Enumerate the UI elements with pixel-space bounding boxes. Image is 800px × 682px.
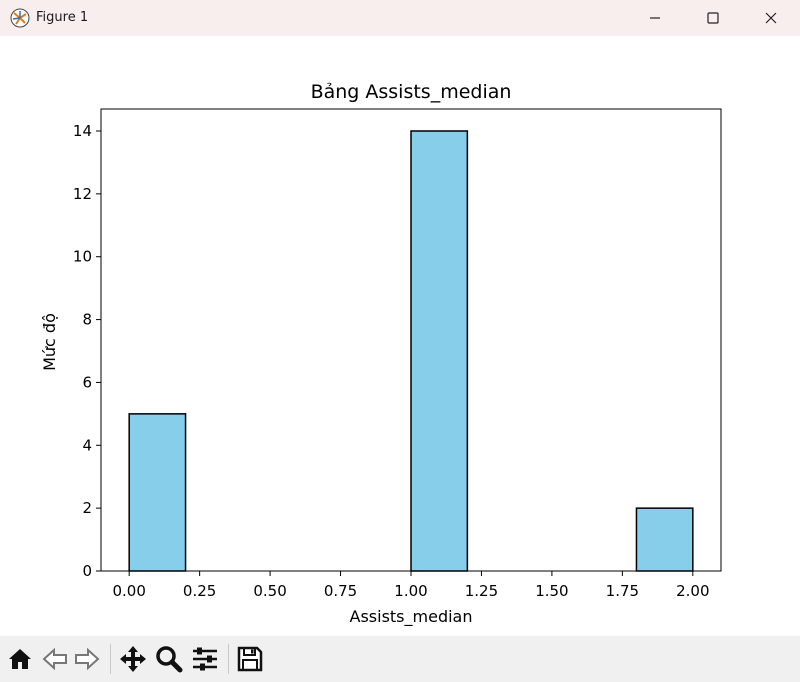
x-tick-label: 1.75 — [606, 582, 639, 600]
forward-button[interactable] — [72, 644, 102, 674]
x-tick-label: 0.00 — [112, 582, 145, 600]
app-icon — [10, 8, 30, 28]
y-tick-label: 2 — [82, 499, 92, 517]
y-axis-label: Mức độ — [40, 313, 59, 371]
minimize-icon — [650, 17, 660, 19]
histogram-bar — [410, 130, 469, 572]
histogram-bar — [128, 413, 187, 572]
y-tick-label: 12 — [73, 185, 92, 203]
save-icon — [237, 646, 263, 672]
navigation-toolbar — [0, 636, 800, 682]
save-button[interactable] — [235, 644, 265, 674]
home-icon — [9, 649, 31, 669]
y-tick-label: 6 — [82, 373, 92, 391]
window-titlebar: Figure 1 — [0, 0, 800, 36]
y-tick-label: 4 — [82, 436, 92, 454]
y-tick-label: 10 — [73, 248, 92, 266]
bars-group — [128, 130, 694, 572]
maximize-icon — [707, 12, 719, 24]
x-tick-label: 1.50 — [535, 582, 568, 600]
back-icon — [42, 647, 67, 671]
x-tick-label: 1.25 — [465, 582, 498, 600]
maximize-button[interactable] — [684, 0, 742, 36]
x-axis-label: Assists_median — [350, 607, 473, 627]
histogram-bar — [635, 507, 694, 572]
toolbar-separator — [228, 644, 229, 674]
back-button[interactable] — [40, 644, 70, 674]
pan-icon — [120, 646, 146, 672]
x-tick-label: 0.50 — [253, 582, 286, 600]
x-tick-label: 0.75 — [324, 582, 357, 600]
x-axis-ticks: 0.00 0.25 0.50 0.75 1.00 1.25 1.50 1.75 2.00 — [112, 571, 710, 600]
toolbar-separator — [110, 644, 111, 674]
y-tick-label: 8 — [82, 311, 92, 329]
zoom-button[interactable] — [154, 644, 184, 674]
home-button[interactable] — [5, 644, 35, 674]
close-icon — [765, 12, 777, 24]
close-button[interactable] — [742, 0, 800, 36]
forward-icon — [75, 647, 100, 671]
configure-subplots-icon — [193, 647, 217, 671]
x-tick-label: 2.00 — [676, 582, 709, 600]
minimize-button[interactable] — [626, 0, 684, 36]
y-tick-label: 0 — [82, 562, 92, 580]
configure-subplots-button[interactable] — [190, 644, 220, 674]
y-axis-ticks: 0 2 4 6 8 10 12 14 — [73, 122, 101, 580]
chart-title: Bảng Assists_median — [311, 81, 512, 103]
zoom-icon — [156, 646, 183, 673]
x-tick-label: 1.00 — [394, 582, 427, 600]
histogram-chart: Bảng Assists_median 0.00 0.25 0.50 0.75 1.00… — [40, 81, 722, 627]
x-tick-label: 0.25 — [183, 582, 216, 600]
y-tick-label: 14 — [73, 122, 92, 140]
figure-canvas[interactable]: Bảng Assists_median 0.00 0.25 0.50 0.75 1.00… — [0, 36, 800, 636]
window-title: Figure 1 — [36, 10, 89, 25]
pan-button[interactable] — [118, 644, 148, 674]
